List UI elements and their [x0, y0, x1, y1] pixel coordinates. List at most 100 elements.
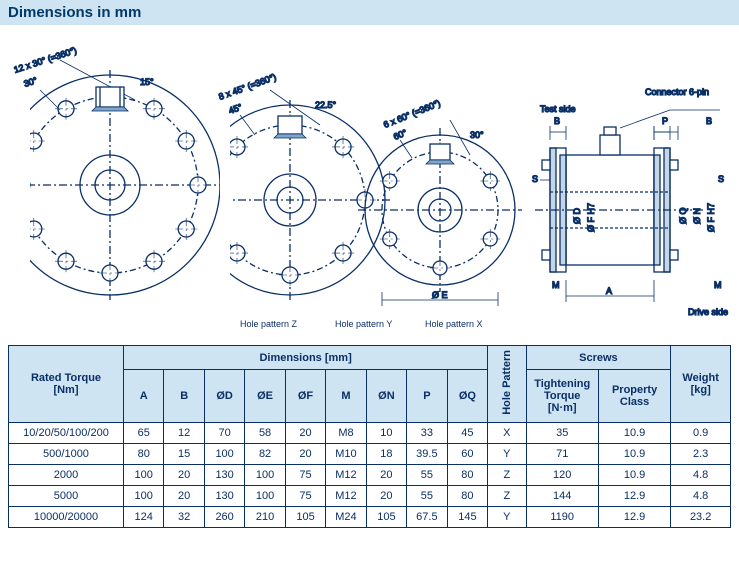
- cell-A: 100: [123, 485, 163, 506]
- cell-N: 20: [366, 464, 406, 485]
- cell-P: 39.5: [407, 443, 447, 464]
- angle-x1: 6 x 60° (=360°): [382, 98, 442, 130]
- angle-x2: 60°: [392, 127, 409, 142]
- cell-E: 210: [245, 506, 285, 527]
- cell-N: 105: [366, 506, 406, 527]
- cell-Q: 45: [447, 422, 488, 443]
- cell-pc: 10.9: [598, 443, 670, 464]
- phi-f2-label: Ø F H7: [706, 203, 716, 232]
- cell-wt: 23.2: [671, 506, 731, 527]
- table-row: 500/100080151008220M101839.560Y7110.92.3: [9, 443, 731, 464]
- th-screws-group: Screws: [526, 346, 671, 370]
- th-d: ØD: [204, 370, 244, 422]
- cell-P: 33: [407, 422, 447, 443]
- angle-y2: 45°: [227, 102, 244, 116]
- cell-B: 20: [164, 464, 204, 485]
- cell-tt: 35: [526, 422, 598, 443]
- cell-E: 100: [245, 485, 285, 506]
- cell-F: 75: [285, 485, 325, 506]
- cell-N: 18: [366, 443, 406, 464]
- cell-pc: 12.9: [598, 506, 670, 527]
- th-hole-pattern: Hole Pattern: [488, 346, 526, 423]
- dim-b2-label: B: [706, 116, 712, 126]
- cell-F: 20: [285, 443, 325, 464]
- cell-pc: 10.9: [598, 422, 670, 443]
- table-row: 10000/2000012432260210105M2410567.5145Y1…: [9, 506, 731, 527]
- cell-tt: 120: [526, 464, 598, 485]
- cell-Q: 80: [447, 485, 488, 506]
- dim-m-label: M: [552, 280, 560, 290]
- hole-pattern-z-label: Hole pattern Z: [240, 319, 298, 329]
- th-n: ØN: [366, 370, 406, 422]
- page-title: Dimensions in mm: [0, 0, 739, 25]
- cell-B: 12: [164, 422, 204, 443]
- cell-tt: 1190: [526, 506, 598, 527]
- cell-D: 70: [204, 422, 244, 443]
- cell-hp: Z: [488, 485, 526, 506]
- table-row: 10/20/50/100/2006512705820M8103345X3510.…: [9, 422, 731, 443]
- cell-rated: 5000: [9, 485, 124, 506]
- cell-pc: 10.9: [598, 464, 670, 485]
- cell-B: 32: [164, 506, 204, 527]
- dim-p-label: P: [662, 116, 668, 126]
- th-m: M: [326, 370, 366, 422]
- cell-A: 65: [123, 422, 163, 443]
- cell-rated: 500/1000: [9, 443, 124, 464]
- cell-B: 20: [164, 485, 204, 506]
- cell-P: 67.5: [407, 506, 447, 527]
- cell-hp: Y: [488, 443, 526, 464]
- cell-rated: 10000/20000: [9, 506, 124, 527]
- cell-wt: 4.8: [671, 464, 731, 485]
- cell-Q: 60: [447, 443, 488, 464]
- th-tt: Tightening Torque [N·m]: [526, 370, 598, 422]
- cell-E: 58: [245, 422, 285, 443]
- cell-M: M24: [326, 506, 366, 527]
- th-dimensions-group: Dimensions [mm]: [123, 346, 487, 370]
- cell-F: 75: [285, 464, 325, 485]
- cell-hp: Y: [488, 506, 526, 527]
- cell-F: 105: [285, 506, 325, 527]
- th-p: P: [407, 370, 447, 422]
- cell-wt: 0.9: [671, 422, 731, 443]
- cell-D: 260: [204, 506, 244, 527]
- cell-hp: Z: [488, 464, 526, 485]
- cell-pc: 12.9: [598, 485, 670, 506]
- cell-Q: 80: [447, 464, 488, 485]
- angle-x3: 30°: [470, 130, 484, 140]
- angle-z2: 30°: [23, 75, 39, 89]
- cell-D: 130: [204, 485, 244, 506]
- dimensions-table: Rated Torque [Nm] Dimensions [mm] Hole P…: [8, 345, 731, 528]
- table-body: 10/20/50/100/2006512705820M8103345X3510.…: [9, 422, 731, 527]
- table-row: 20001002013010075M12205580Z12010.94.8: [9, 464, 731, 485]
- cell-tt: 144: [526, 485, 598, 506]
- cell-Q: 145: [447, 506, 488, 527]
- angle-y3: 22.5°: [315, 100, 337, 110]
- angle-y1: 8 x 45° (=360°): [217, 72, 277, 102]
- cell-hp: X: [488, 422, 526, 443]
- phi-d-label: Ø D: [572, 207, 582, 224]
- dim-b-label: B: [554, 116, 560, 126]
- th-weight: Weight [kg]: [671, 346, 731, 423]
- th-e: ØE: [245, 370, 285, 422]
- th-a: A: [123, 370, 163, 422]
- dim-m2-label: M: [714, 280, 722, 290]
- cell-rated: 2000: [9, 464, 124, 485]
- dim-s-label: S: [532, 174, 538, 184]
- th-f: ØF: [285, 370, 325, 422]
- cell-F: 20: [285, 422, 325, 443]
- cell-N: 10: [366, 422, 406, 443]
- cell-rated: 10/20/50/100/200: [9, 422, 124, 443]
- phi-q-label: Ø Q: [678, 207, 688, 224]
- cell-M: M12: [326, 464, 366, 485]
- test-side-label: Test side: [540, 104, 576, 114]
- dia-e-label: Ø E: [432, 290, 448, 300]
- cell-P: 55: [407, 485, 447, 506]
- th-q: ØQ: [447, 370, 488, 422]
- cell-P: 55: [407, 464, 447, 485]
- table-row: 50001002013010075M12205580Z14412.94.8: [9, 485, 731, 506]
- drive-side-label: Drive side: [688, 307, 728, 317]
- phi-f-label: Ø F H7: [586, 203, 596, 232]
- cell-wt: 4.8: [671, 485, 731, 506]
- th-rated: Rated Torque [Nm]: [9, 346, 124, 423]
- cell-wt: 2.3: [671, 443, 731, 464]
